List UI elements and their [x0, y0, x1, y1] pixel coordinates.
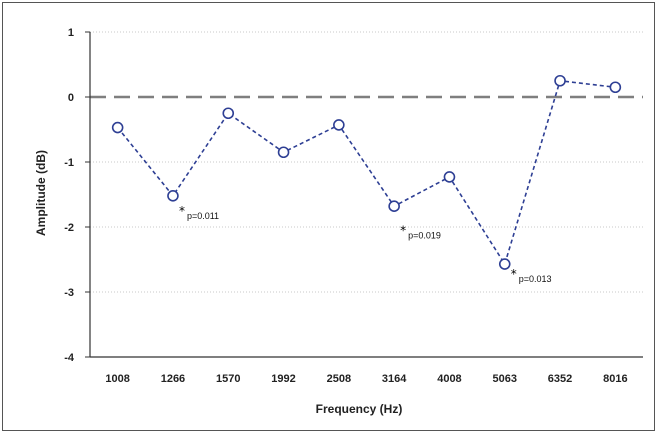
y-tick-label-5: -4: [64, 352, 75, 364]
x-tick-label-7: 5063: [493, 373, 517, 385]
y-tick-label-2: -1: [64, 157, 74, 169]
data-point-3164: [388, 200, 400, 212]
data-point-4008: [443, 171, 456, 183]
x-tick-label-3: 1992: [271, 373, 295, 385]
x-tick-label-9: 8016: [603, 373, 627, 385]
p-value-label-0: p=0.011: [187, 211, 219, 221]
data-point-1570: [222, 107, 235, 120]
x-axis-title: Frequency (Hz): [316, 402, 403, 416]
data-point-8016: [609, 81, 622, 94]
y-tick-label-1: 0: [68, 92, 74, 104]
chart-frame: [2, 2, 655, 431]
x-tick-label-1: 1266: [161, 373, 185, 385]
significance-marker-2: *: [511, 267, 517, 281]
series-line-0: [117, 79, 616, 266]
x-tick-label-2: 1570: [216, 373, 240, 385]
data-point-1992: [277, 146, 290, 159]
significance-marker-1: *: [400, 223, 406, 237]
y-tick-label-4: -3: [64, 287, 74, 299]
p-value-label-1: p=0.019: [408, 230, 441, 240]
data-point-1008: [111, 121, 124, 134]
p-value-label-2: p=0.013: [519, 274, 552, 284]
x-tick-label-4: 2508: [327, 373, 351, 385]
significance-marker-0: *: [179, 204, 185, 218]
x-tick-label-8: 6352: [548, 373, 572, 385]
x-tick-label-0: 1008: [105, 373, 129, 385]
data-point-5063: [498, 258, 511, 270]
data-point-1266: [167, 190, 179, 202]
data-point-2508: [333, 119, 345, 131]
x-tick-label-6: 4008: [437, 373, 461, 385]
data-point-6352: [554, 74, 566, 87]
y-tick-label-3: -2: [64, 222, 74, 234]
y-tick-label-0: 1: [68, 27, 74, 39]
y-axis-title: Amplitude (dB): [34, 150, 48, 236]
x-tick-label-5: 3164: [382, 373, 407, 385]
